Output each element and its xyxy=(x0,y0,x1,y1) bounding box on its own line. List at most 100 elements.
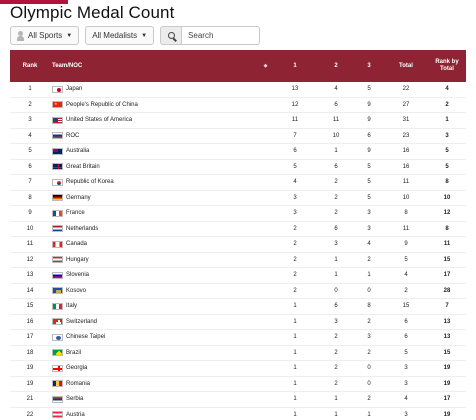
table-row[interactable]: 8 Germany 3 2 5 10 10 xyxy=(10,191,466,206)
team-cell[interactable]: Georgia xyxy=(50,364,256,372)
team-cell[interactable]: Kosovo xyxy=(50,287,256,295)
gold-cell: 1 xyxy=(293,334,297,341)
total-cell: 27 xyxy=(402,101,410,108)
table-row[interactable]: 13 Slovenia 2 1 1 4 17 xyxy=(10,268,466,284)
team-cell[interactable]: ROC xyxy=(50,132,256,140)
header-bronze[interactable]: 3 xyxy=(354,63,384,70)
team-cell[interactable]: Netherlands xyxy=(50,225,256,233)
table-row[interactable]: 21 Serbia 1 1 2 4 17 xyxy=(10,392,466,408)
rank-cell: 6 xyxy=(28,163,32,170)
slovenia-flag-icon xyxy=(52,271,63,279)
search-button[interactable] xyxy=(160,26,183,45)
header-team[interactable]: Team/NOC xyxy=(52,62,83,69)
canada-flag-icon xyxy=(52,240,63,248)
total-cell: 11 xyxy=(402,179,410,186)
total-cell: 16 xyxy=(402,148,410,155)
table-row[interactable]: 2 ★ People's Republic of China 12 6 9 27 2 xyxy=(10,98,466,113)
table-row[interactable]: 9 France 3 2 3 8 12 xyxy=(10,206,466,222)
filter-bar: All Sports ▼ All Medalists ▼ xyxy=(10,26,261,45)
team-cell[interactable]: Republic of Korea xyxy=(50,178,256,186)
rank-total-cell: 8 xyxy=(445,225,449,232)
rank-cell: 22 xyxy=(26,411,34,418)
caret-down-icon: ▼ xyxy=(66,32,73,39)
table-row[interactable]: 15 Italy 1 6 8 15 7 xyxy=(10,299,466,315)
table-row[interactable]: 19 Georgia 1 2 0 3 19 xyxy=(10,361,466,377)
team-cell[interactable]: Austria xyxy=(50,411,256,419)
table-row[interactable]: 18 Brazil 1 2 2 5 15 xyxy=(10,346,466,361)
team-cell[interactable]: Switzerland xyxy=(50,318,256,326)
table-row[interactable]: 10 Netherlands 2 6 3 11 8 xyxy=(10,222,466,237)
header-gold[interactable]: 1 xyxy=(272,63,318,70)
team-cell[interactable]: Germany xyxy=(50,194,256,202)
gold-cell: 2 xyxy=(293,272,297,279)
team-cell[interactable]: Japan xyxy=(50,85,256,93)
silver-cell: 10 xyxy=(332,132,340,139)
team-name: France xyxy=(66,210,85,217)
table-row[interactable]: 16 Switzerland 1 3 2 6 13 xyxy=(10,315,466,330)
rank-cell: 10 xyxy=(26,225,34,232)
rank-total-cell: 11 xyxy=(443,241,451,248)
header-rank[interactable]: Rank xyxy=(22,62,38,69)
header-gold-label: 1 xyxy=(293,62,297,69)
table-row[interactable]: 6 Great Britain 5 6 5 16 5 xyxy=(10,160,466,175)
search-box xyxy=(160,26,261,45)
team-cell[interactable]: Hungary xyxy=(50,256,256,264)
team-cell[interactable]: ★ People's Republic of China xyxy=(50,101,256,109)
table-row[interactable]: 22 Austria 1 1 1 3 19 xyxy=(10,408,466,420)
total-cell: 10 xyxy=(402,194,410,201)
header-silver-label: 2 xyxy=(334,62,338,69)
team-cell[interactable]: Canada xyxy=(50,240,256,248)
team-cell[interactable]: United States of America xyxy=(50,116,256,124)
team-name: Italy xyxy=(66,303,78,310)
team-cell[interactable]: Great Britain xyxy=(50,163,256,171)
rank-cell: 16 xyxy=(26,318,34,325)
silver-cell: 2 xyxy=(334,365,338,372)
team-cell[interactable]: Brazil xyxy=(50,349,256,357)
team-cell[interactable]: Australia xyxy=(50,147,256,155)
header-rank-total[interactable]: Rank by Total xyxy=(435,59,459,72)
team-cell[interactable]: Serbia xyxy=(50,395,256,403)
bronze-cell: 9 xyxy=(367,101,371,108)
team-cell[interactable]: France xyxy=(50,209,256,217)
bronze-cell: 0 xyxy=(367,365,371,372)
silver-cell: 4 xyxy=(334,86,338,93)
table-row[interactable]: 4 ROC 7 10 6 23 3 xyxy=(10,129,466,144)
header-total[interactable]: Total xyxy=(399,62,413,69)
japan-flag-icon xyxy=(52,85,63,93)
header-bronze-label: 3 xyxy=(367,62,371,69)
table-row[interactable]: 5 Australia 6 1 9 16 5 xyxy=(10,144,466,160)
silver-cell: 6 xyxy=(334,225,338,232)
bronze-cell: 2 xyxy=(367,256,371,263)
italy-flag-icon xyxy=(52,302,63,310)
header-silver[interactable]: 2 xyxy=(318,63,354,70)
medalists-filter-button[interactable]: All Medalists ▼ xyxy=(85,26,155,45)
gold-cell: 1 xyxy=(293,303,297,310)
team-cell[interactable]: Chinese Taipei xyxy=(50,333,256,341)
table-row[interactable]: 1 Japan 13 4 5 22 4 xyxy=(10,82,466,98)
table-row[interactable]: 3 United States of America 11 11 9 31 1 xyxy=(10,113,466,129)
table-row[interactable]: 19 Romania 1 2 0 3 19 xyxy=(10,377,466,392)
table-row[interactable]: 11 Canada 2 3 4 9 11 xyxy=(10,237,466,253)
sports-filter-button[interactable]: All Sports ▼ xyxy=(10,26,80,45)
rank-total-cell: 7 xyxy=(445,303,449,310)
rank-cell: 4 xyxy=(28,132,32,139)
table-row[interactable]: 14 Kosovo 2 0 0 2 28 xyxy=(10,284,466,299)
table-row[interactable]: 17 Chinese Taipei 1 2 3 6 13 xyxy=(10,330,466,346)
team-cell[interactable]: Italy xyxy=(50,302,256,310)
gold-cell: 7 xyxy=(293,132,297,139)
rank-cell: 17 xyxy=(26,334,34,341)
rank-cell: 15 xyxy=(26,303,34,310)
table-row[interactable]: 12 Hungary 2 1 2 5 15 xyxy=(10,253,466,268)
top-accent-red xyxy=(0,0,68,4)
search-input[interactable] xyxy=(182,26,261,45)
gold-cell: 11 xyxy=(291,117,299,124)
top-accent-bar xyxy=(0,0,476,4)
table-row[interactable]: 7 Republic of Korea 4 2 5 11 8 xyxy=(10,175,466,191)
rank-total-cell: 10 xyxy=(443,194,451,201)
silver-cell: 1 xyxy=(334,396,338,403)
team-cell[interactable]: Slovenia xyxy=(50,271,256,279)
team-cell[interactable]: Romania xyxy=(50,380,256,388)
serbia-flag-icon xyxy=(52,395,63,403)
table-body: 1 Japan 13 4 5 22 4 2 ★ People's Republic of Chin… xyxy=(10,82,466,420)
sort-icon[interactable]: ◆ xyxy=(263,62,268,69)
